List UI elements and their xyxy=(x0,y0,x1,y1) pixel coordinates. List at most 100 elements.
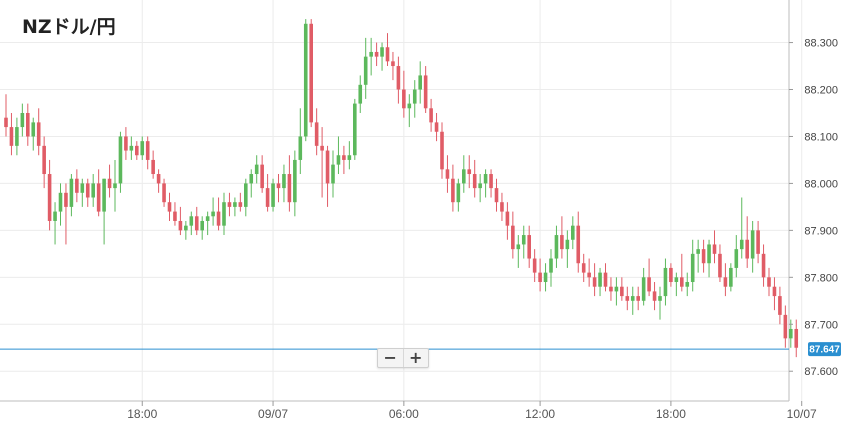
candle xyxy=(4,94,8,137)
x-tick-label: 18:00 xyxy=(127,407,157,421)
candle xyxy=(118,131,123,193)
candle xyxy=(412,80,417,118)
candle xyxy=(314,108,319,156)
candle xyxy=(538,258,542,292)
candle-body xyxy=(571,225,575,240)
candle xyxy=(532,249,537,283)
candle-body xyxy=(129,145,134,151)
candle xyxy=(15,117,19,156)
candle xyxy=(124,127,128,160)
x-tick-label: 06:00 xyxy=(389,407,419,421)
candle xyxy=(685,272,690,297)
candle xyxy=(396,56,401,104)
candle xyxy=(249,169,254,198)
candle xyxy=(734,235,739,278)
candle-body xyxy=(701,249,706,264)
candle xyxy=(451,164,455,212)
candle xyxy=(663,258,668,306)
candle-body xyxy=(391,61,395,67)
candle-body xyxy=(336,155,341,165)
candle-body xyxy=(178,220,183,231)
candle-body xyxy=(380,47,384,57)
candle-body xyxy=(723,277,728,287)
candle xyxy=(238,192,243,212)
candle xyxy=(380,42,384,71)
candle xyxy=(271,178,275,212)
candle-body xyxy=(96,183,101,212)
candle xyxy=(162,178,166,207)
candle xyxy=(20,103,25,137)
candle xyxy=(282,164,286,203)
candle-body xyxy=(592,277,597,287)
candle xyxy=(696,239,700,273)
candle-body xyxy=(511,225,515,250)
candle xyxy=(767,267,771,297)
candle xyxy=(156,169,161,193)
candle-body xyxy=(233,202,237,207)
candle-body xyxy=(543,272,548,283)
candle-body xyxy=(80,183,85,193)
candle-body xyxy=(767,277,771,287)
candle xyxy=(9,112,14,156)
candle-body xyxy=(685,282,690,287)
candle-body xyxy=(36,122,41,146)
candle xyxy=(58,183,63,226)
zoom-controls: − + xyxy=(377,348,429,368)
candle-body xyxy=(320,145,324,151)
candle-body xyxy=(630,296,635,301)
candle-body xyxy=(205,216,210,221)
candle xyxy=(69,174,74,217)
candle-body xyxy=(718,253,722,278)
candle xyxy=(418,61,422,104)
candle-body xyxy=(184,225,188,231)
candle xyxy=(614,277,619,306)
candle xyxy=(36,108,41,156)
candle-body xyxy=(15,127,19,146)
candle xyxy=(630,286,635,315)
candle xyxy=(107,164,112,198)
candle xyxy=(527,225,531,268)
candle-body xyxy=(734,249,739,268)
candle xyxy=(194,206,199,236)
candle xyxy=(761,244,766,287)
zoom-out-button[interactable]: − xyxy=(383,348,397,367)
candle xyxy=(445,155,450,193)
candle-body xyxy=(429,108,433,123)
candle xyxy=(462,155,466,193)
candle xyxy=(113,159,117,212)
candle-body xyxy=(750,230,755,259)
candle-body xyxy=(363,56,368,85)
candle xyxy=(222,192,226,236)
candle xyxy=(467,155,472,189)
candle-body xyxy=(173,211,177,221)
y-tick-label: 87.900 xyxy=(804,225,838,237)
candle xyxy=(549,249,553,287)
y-tick-label: 88.300 xyxy=(804,38,838,50)
candle xyxy=(347,141,352,170)
candle-body xyxy=(412,89,417,104)
zoom-in-button[interactable]: + xyxy=(402,349,429,367)
candle-body xyxy=(374,51,379,57)
candle-body xyxy=(652,291,657,301)
candle xyxy=(756,220,760,264)
candle-body xyxy=(538,272,542,283)
candle-body xyxy=(156,174,161,184)
candle xyxy=(565,230,570,268)
candle xyxy=(423,66,428,113)
candle xyxy=(53,202,57,245)
candle xyxy=(739,197,744,259)
candle xyxy=(603,263,608,292)
candle xyxy=(75,169,79,203)
candle xyxy=(598,267,602,297)
candle-body xyxy=(456,183,461,203)
last-price-value: 87.647 xyxy=(809,345,840,356)
candle-body xyxy=(620,286,624,297)
candle xyxy=(265,174,270,212)
candle xyxy=(680,253,684,292)
candle-body xyxy=(282,174,286,189)
y-tick-label: 88.000 xyxy=(804,178,838,190)
candle-body xyxy=(124,136,128,151)
candle xyxy=(216,197,221,231)
candle-body xyxy=(244,183,248,207)
